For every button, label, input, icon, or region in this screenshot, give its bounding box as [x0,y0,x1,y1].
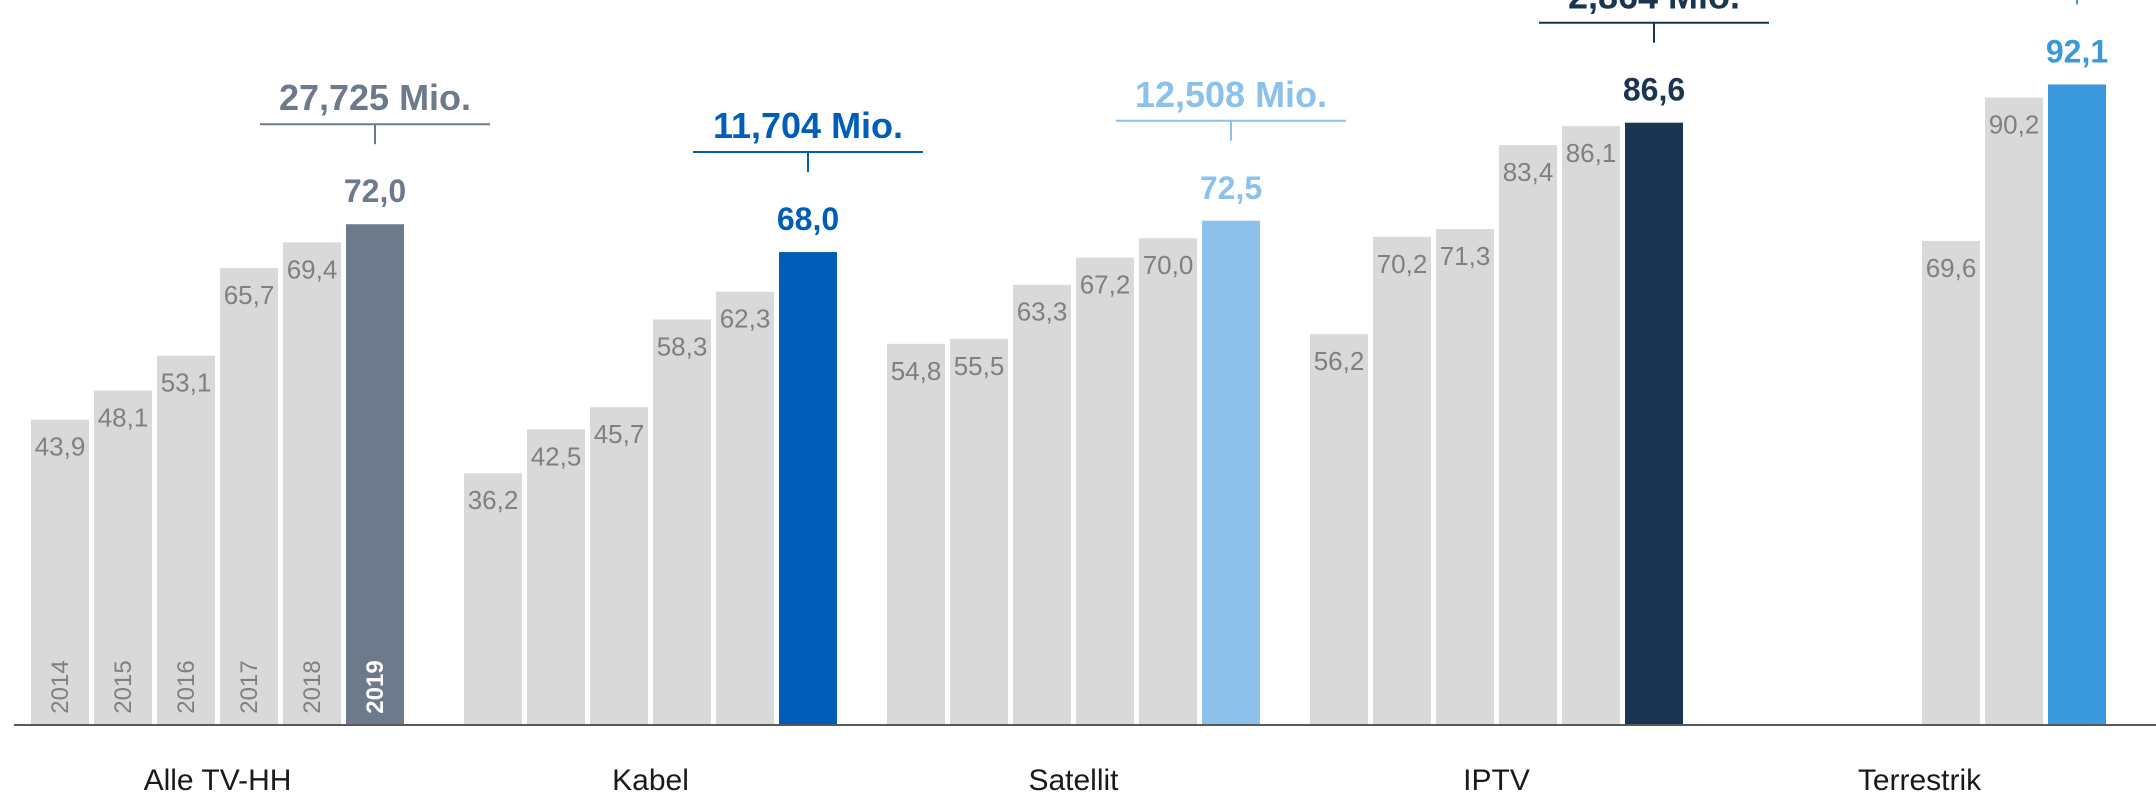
bar-iptv-2019 [1625,122,1683,725]
category-label: IPTV [1463,764,1530,795]
value-label: 86,1 [1566,138,1617,168]
bar-satellit-2016 [1013,284,1071,725]
bar-satellit-2019 [1202,220,1260,725]
value-label: 69,6 [1926,253,1977,283]
value-label: 58,3 [657,332,708,362]
value-label: 45,7 [594,419,645,449]
group-total-label: 27,725 Mio. [279,77,471,118]
value-label: 71,3 [1440,241,1491,271]
value-label: 53,1 [161,368,212,398]
value-label: 69,4 [287,254,338,284]
value-label: 42,5 [531,441,582,471]
value-label-highlight: 92,1 [2046,33,2108,69]
bar-satellit-2015 [950,338,1008,725]
value-label-highlight: 86,6 [1623,72,1685,108]
bar-iptv-2016 [1436,229,1494,725]
bar-kabel-2014 [464,473,522,725]
bar-kabel-2015 [527,429,585,725]
bar-kabel-2017 [653,319,711,725]
value-label: 56,2 [1314,346,1365,376]
group-total-label: 11,704 Mio. [713,105,903,146]
bar-kabel-2018 [716,291,774,725]
value-label: 83,4 [1503,157,1554,187]
category-label: Alle TV-HH [144,764,292,795]
year-label: 2015 [110,660,137,713]
year-label: 2019 [362,660,389,713]
value-label: 70,2 [1377,249,1428,279]
category-label: Satellit [1028,764,1119,795]
value-label-highlight: 68,0 [777,201,839,237]
bar-iptv-2015 [1373,236,1431,725]
bar-alle-tv-hh-2017 [220,268,278,725]
year-label: 2018 [299,660,326,713]
bar-kabel-2019 [779,252,837,725]
bar-alle-tv-hh-2018 [283,242,341,725]
bar-kabel-2016 [590,407,648,725]
value-label: 65,7 [224,280,275,310]
bar-terrestrik-2019 [2048,84,2106,725]
bars-layer [31,84,2106,726]
bar-satellit-2018 [1139,238,1197,725]
value-label: 48,1 [98,402,149,432]
bar-iptv-2014 [1310,334,1368,725]
value-label: 90,2 [1989,110,2040,140]
group-total-label: 12,508 Mio. [1135,74,1327,115]
value-label: 36,2 [468,485,519,515]
value-label: 55,5 [954,351,1005,381]
value-label: 70,0 [1143,250,1194,280]
category-label: Kabel [612,764,689,795]
group-total-label: 2,864 Mio. [1568,0,1740,17]
bar-iptv-2017 [1499,144,1557,725]
value-label-highlight: 72,0 [344,173,406,209]
bar-satellit-2014 [887,343,945,725]
bar-terrestrik-2017 [1922,240,1980,725]
value-label: 67,2 [1080,270,1131,300]
value-label: 43,9 [35,432,86,462]
bar-alle-tv-hh-2019 [346,224,404,726]
value-label: 62,3 [720,304,771,334]
year-label: 2014 [47,660,74,713]
bar-iptv-2018 [1562,126,1620,725]
bar-satellit-2017 [1076,257,1134,725]
category-label: Terrestrik [1858,764,1982,795]
bar-terrestrik-2018 [1985,97,2043,725]
value-label: 63,3 [1017,297,1068,327]
bar-alle-tv-hh-2015 [94,390,152,725]
value-label: 54,8 [891,356,942,386]
value-label-highlight: 72,5 [1200,170,1262,206]
year-label: 2016 [173,660,200,713]
year-label: 2017 [236,660,263,713]
bar-alle-tv-hh-2016 [157,355,215,725]
bar-alle-tv-hh-2014 [31,419,89,725]
labels-layer: 43,9 2014 48,1 2015 53,1 2016 65,7 2017 69,4 2018… [35,0,2108,795]
